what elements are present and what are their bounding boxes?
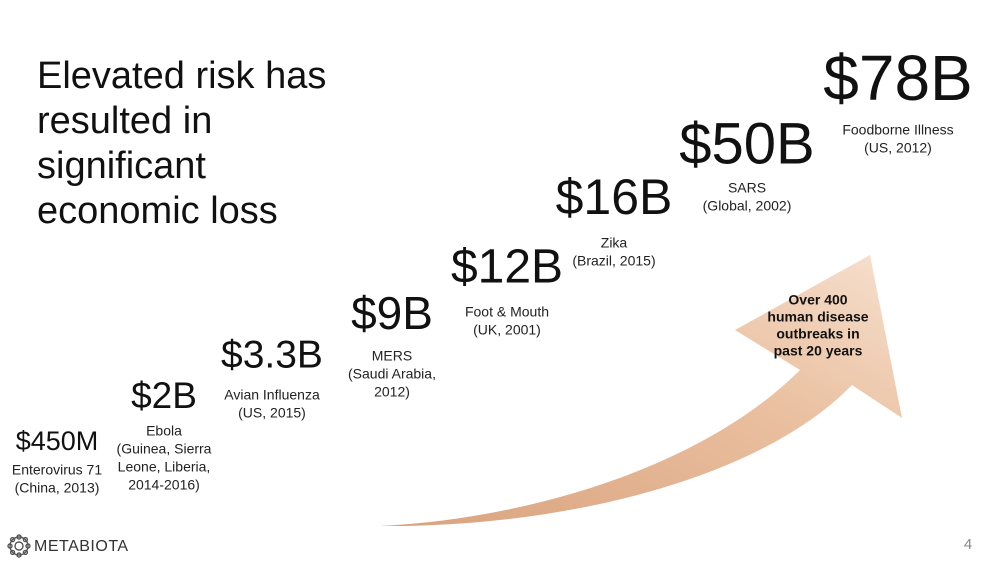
event-label: Ebola [146,423,182,439]
loss-amount: $450M [16,426,99,456]
title-line: Elevated risk has [37,55,326,97]
title-line: economic loss [37,190,278,232]
event-label: Foodborne Illness [842,122,953,138]
page-number: 4 [964,536,972,553]
event-label: (Guinea, Sierra [117,441,212,457]
loss-amount: $12B [451,241,563,294]
title-line: resulted in [37,100,212,142]
growth-arrow [378,255,902,527]
event-label: Avian Influenza [224,387,320,403]
event-label: (China, 2013) [15,480,100,496]
event-label: (Global, 2002) [703,198,792,214]
logo-text: METABIOTA [34,538,129,555]
event-label: (Brazil, 2015) [572,253,655,269]
event-label: 2014-2016) [128,477,200,493]
arrow-text: human disease [767,309,868,325]
loss-amount: $16B [556,169,673,225]
loss-amount: $9B [351,287,433,339]
event-label: (Saudi Arabia, [348,366,436,382]
event-label: (UK, 2001) [473,322,541,338]
loss-amount: $50B [679,111,814,176]
arrow-text: past 20 years [774,343,863,359]
loss-amount: $2B [131,375,197,416]
event-label: Enterovirus 71 [12,462,102,478]
arrow-text: outbreaks in [776,326,859,342]
event-label: (US, 2012) [864,140,932,156]
event-label: MERS [372,348,412,364]
loss-amount: $3.3B [221,333,323,376]
arrow-text: Over 400 [788,292,847,308]
event-label: Foot & Mouth [465,304,549,320]
event-label: Zika [601,235,628,251]
event-label: SARS [728,180,766,196]
event-label: 2012) [374,384,410,400]
event-label: (US, 2015) [238,405,306,421]
title-line: significant [37,145,206,187]
loss-amount: $78B [823,42,972,114]
logo-icon [7,534,31,558]
event-label: Leone, Liberia, [118,459,211,475]
